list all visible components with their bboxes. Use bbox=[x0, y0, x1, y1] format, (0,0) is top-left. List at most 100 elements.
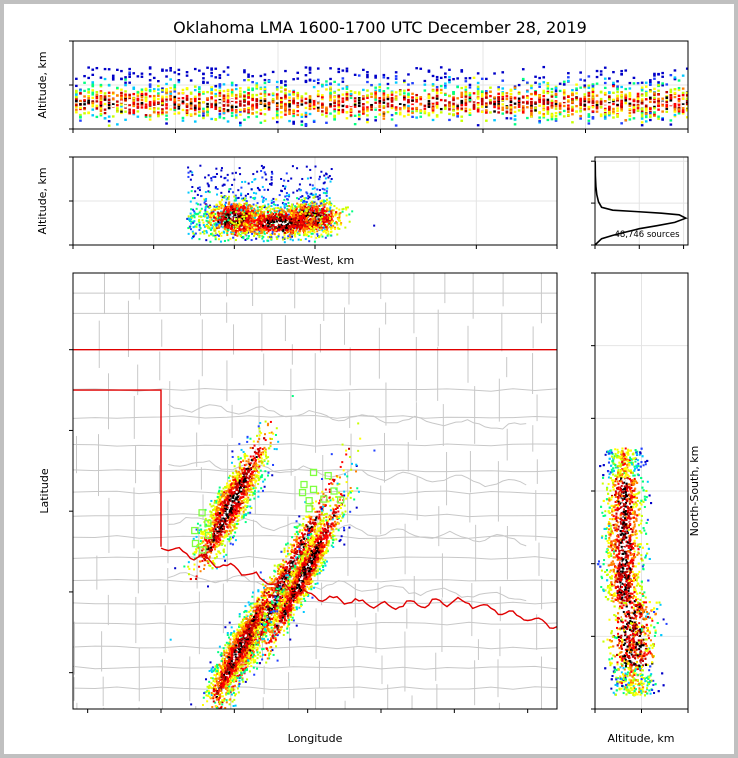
th-source-point bbox=[308, 79, 312, 82]
th-source-point bbox=[120, 110, 123, 113]
ew-source-point bbox=[308, 240, 311, 243]
ew-cluster-point bbox=[194, 212, 197, 215]
ew-source-point bbox=[249, 196, 252, 199]
th-source-point bbox=[111, 98, 115, 101]
ew-source-point bbox=[317, 235, 320, 238]
th-source-point bbox=[653, 107, 656, 110]
th-source-point bbox=[468, 99, 472, 102]
th-source-point bbox=[554, 102, 558, 106]
ew-cluster-point bbox=[197, 220, 200, 223]
ew-source-point bbox=[256, 211, 259, 214]
th-source-point bbox=[419, 110, 423, 113]
ew-cluster-point bbox=[298, 211, 301, 214]
ew-source-point bbox=[326, 187, 329, 190]
th-source-point bbox=[521, 96, 525, 99]
ew-source-point bbox=[217, 234, 220, 237]
th-source-point bbox=[411, 92, 414, 95]
th-source-point bbox=[398, 90, 402, 93]
th-source-point bbox=[275, 116, 279, 119]
ew-source-point bbox=[283, 241, 286, 244]
th-source-point bbox=[247, 86, 250, 89]
ew-source-point bbox=[309, 183, 312, 186]
ew-cluster-point bbox=[327, 208, 330, 211]
ew-cluster-point bbox=[310, 213, 313, 216]
th-source-point bbox=[271, 117, 275, 120]
th-source-point bbox=[312, 105, 316, 108]
ew-cluster-point bbox=[325, 215, 328, 218]
ew-source-point bbox=[283, 179, 286, 182]
th-source-point bbox=[616, 109, 619, 113]
ew-cluster-point bbox=[322, 207, 325, 210]
th-source-point bbox=[91, 89, 95, 92]
th-source-point bbox=[591, 93, 595, 96]
ew-source-point bbox=[218, 232, 221, 235]
th-source-point bbox=[185, 98, 189, 101]
th-source-point bbox=[370, 83, 373, 87]
th-source-point bbox=[259, 99, 263, 102]
ew-cluster-point bbox=[245, 210, 248, 213]
th-source-point bbox=[669, 108, 673, 112]
th-source-point bbox=[575, 83, 578, 86]
th-source-point bbox=[337, 106, 341, 109]
ew-cluster-point bbox=[311, 215, 314, 218]
ew-cluster-point bbox=[200, 215, 203, 218]
th-source-point bbox=[136, 110, 140, 113]
th-source-point bbox=[128, 75, 131, 78]
ew-source-point bbox=[234, 197, 237, 200]
ew-source-point bbox=[213, 223, 216, 226]
ew-source-point bbox=[282, 184, 285, 187]
th-source-point bbox=[411, 105, 414, 108]
ew-cluster-point bbox=[238, 202, 241, 205]
th-source-point bbox=[259, 101, 263, 104]
th-source-point bbox=[251, 80, 254, 84]
ew-source-point bbox=[207, 185, 210, 188]
ew-cluster-point bbox=[315, 215, 318, 218]
ew-cluster-point bbox=[220, 221, 223, 224]
th-source-point bbox=[198, 107, 201, 111]
th-source-point bbox=[497, 104, 500, 108]
ew-cluster-point bbox=[224, 195, 227, 198]
ew-cluster-point bbox=[318, 226, 321, 229]
ew-source-point bbox=[199, 164, 202, 167]
ew-cluster-point bbox=[207, 221, 210, 224]
ew-cluster-point bbox=[254, 212, 257, 215]
th-source-point bbox=[653, 92, 656, 95]
th-source-point bbox=[546, 108, 550, 111]
th-source-point bbox=[435, 97, 439, 100]
th-source-point bbox=[177, 103, 181, 106]
th-source-point bbox=[390, 91, 394, 94]
th-source-point bbox=[251, 112, 254, 115]
east-west-sources bbox=[186, 164, 376, 244]
ew-source-point bbox=[258, 232, 261, 235]
th-source-point bbox=[644, 112, 648, 115]
ew-source-point bbox=[191, 186, 194, 189]
ew-source-point bbox=[203, 198, 206, 201]
th-source-point bbox=[661, 118, 664, 121]
th-source-point bbox=[218, 89, 222, 92]
ew-source-point bbox=[261, 176, 264, 179]
th-source-point bbox=[120, 77, 123, 81]
th-source-point bbox=[649, 113, 652, 116]
ew-cluster-point bbox=[245, 212, 248, 215]
ew-cluster-point bbox=[233, 205, 236, 208]
th-source-point bbox=[521, 105, 525, 108]
th-source-point bbox=[161, 111, 164, 114]
ew-source-point bbox=[208, 204, 211, 207]
ew-cluster-point bbox=[245, 202, 248, 205]
th-source-point bbox=[366, 73, 369, 77]
ew-source-point bbox=[305, 165, 308, 168]
ew-cluster-point bbox=[324, 220, 327, 223]
th-source-point bbox=[554, 105, 558, 108]
ew-cluster-point bbox=[243, 202, 246, 205]
th-source-point bbox=[189, 79, 193, 82]
th-source-point bbox=[312, 100, 316, 103]
ew-cluster-point bbox=[303, 215, 306, 218]
th-source-point bbox=[472, 92, 476, 95]
th-source-point bbox=[222, 83, 226, 86]
ew-source-point bbox=[194, 232, 197, 235]
th-source-point bbox=[292, 112, 295, 115]
th-source-point bbox=[534, 101, 537, 104]
th-source-point bbox=[608, 112, 611, 115]
ew-source-point bbox=[280, 190, 283, 193]
th-source-point bbox=[419, 97, 423, 101]
